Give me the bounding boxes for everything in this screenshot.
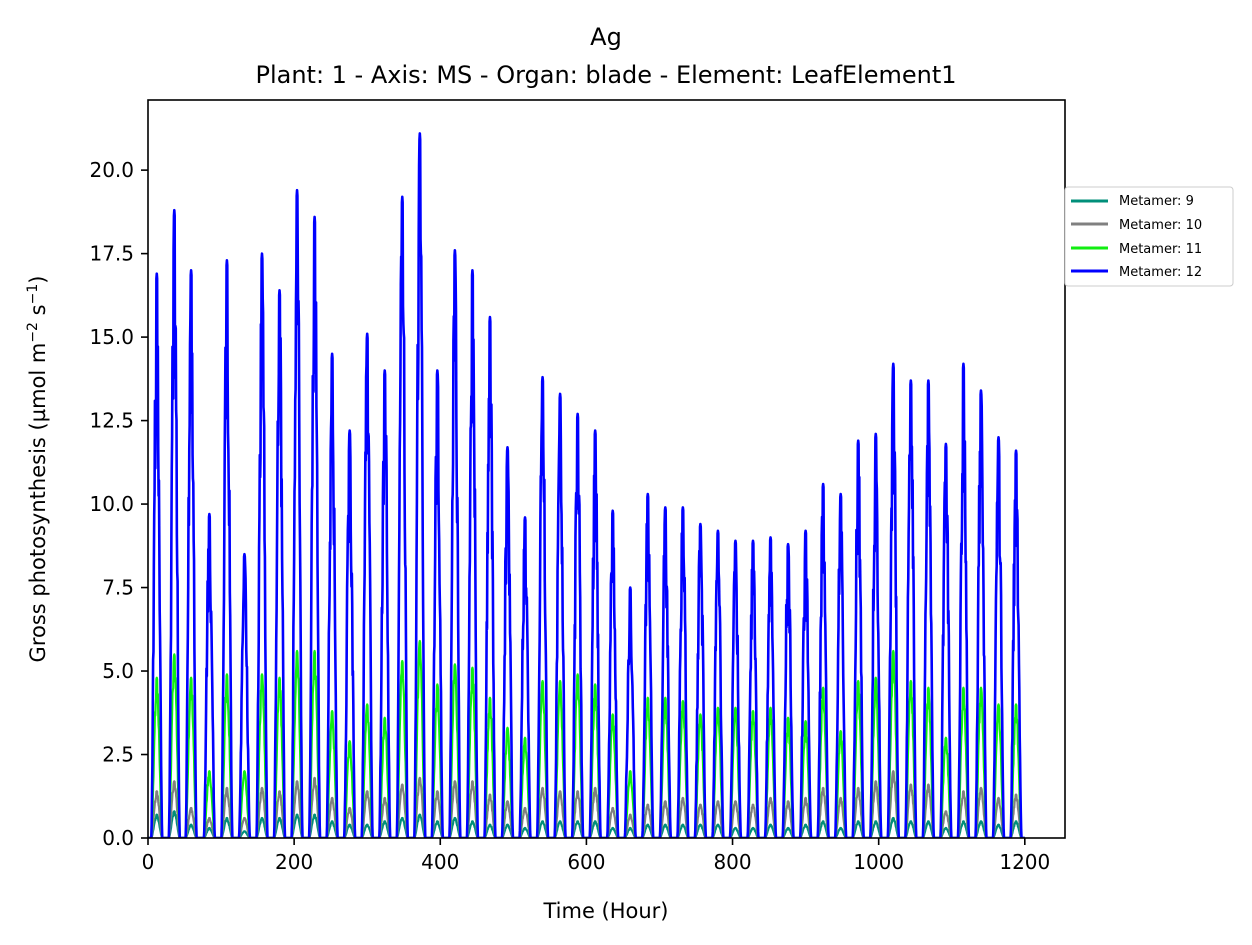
series-line-metamer-12	[148, 132, 1025, 838]
y-tick-label: 5.0	[102, 659, 134, 683]
legend-label-metamer-11: Metamer: 11	[1119, 242, 1202, 257]
series-line-metamer-9	[148, 810, 1025, 838]
x-tick-label: 200	[275, 850, 313, 874]
y-tick-label: 7.5	[102, 576, 134, 600]
y-tick-label: 12.5	[89, 409, 134, 433]
legend: Metamer: 9 Metamer: 10 Metamer: 11 Metam…	[1064, 186, 1234, 287]
y-tick-label: 10.0	[89, 492, 134, 516]
series-line-metamer-10	[148, 770, 1025, 838]
y-axis-label-close: )	[26, 276, 50, 284]
y-axis-label-main: Gross photosynthesis (µmol m	[26, 343, 50, 663]
x-tick-label: 400	[421, 850, 459, 874]
y-tick-label: 2.5	[102, 743, 134, 767]
x-tick-label: 0	[142, 850, 155, 874]
y-tick-label: 20.0	[89, 158, 134, 182]
y-axis-label: Gross photosynthesis (µmol m−2 s−1)	[25, 276, 50, 663]
x-tick-label: 1200	[999, 850, 1050, 874]
y-axis-label-mid: s	[26, 304, 50, 322]
legend-frame	[1064, 186, 1234, 287]
chart-subtitle: Plant: 1 - Axis: MS - Organ: blade - Ele…	[255, 61, 956, 89]
x-tick-label: 600	[567, 850, 605, 874]
x-tick-label: 800	[713, 850, 751, 874]
y-tick-label: 0.0	[102, 826, 134, 850]
legend-label-metamer-12: Metamer: 12	[1119, 265, 1202, 280]
y-axis-label-sup2: −1	[25, 284, 41, 305]
y-axis-label-sup1: −2	[25, 322, 41, 343]
plot-frame	[147, 99, 1066, 839]
x-tick-label: 1000	[853, 850, 904, 874]
x-axis: 0 200 400 600 800 1000 1200	[142, 838, 1050, 874]
legend-label-metamer-9: Metamer: 9	[1119, 194, 1194, 209]
y-tick-label: 15.0	[89, 325, 134, 349]
legend-label-metamer-10: Metamer: 10	[1119, 218, 1202, 233]
x-axis-label: Time (Hour)	[542, 899, 668, 923]
chart-title: Ag	[590, 23, 622, 51]
y-tick-label: 17.5	[89, 242, 134, 266]
series-layer	[148, 132, 1025, 838]
series-line-metamer-11	[148, 639, 1025, 838]
y-axis: 0.0 2.5 5.0 7.5 10.0 12.5 15.0 17.5 20.0	[89, 158, 148, 850]
